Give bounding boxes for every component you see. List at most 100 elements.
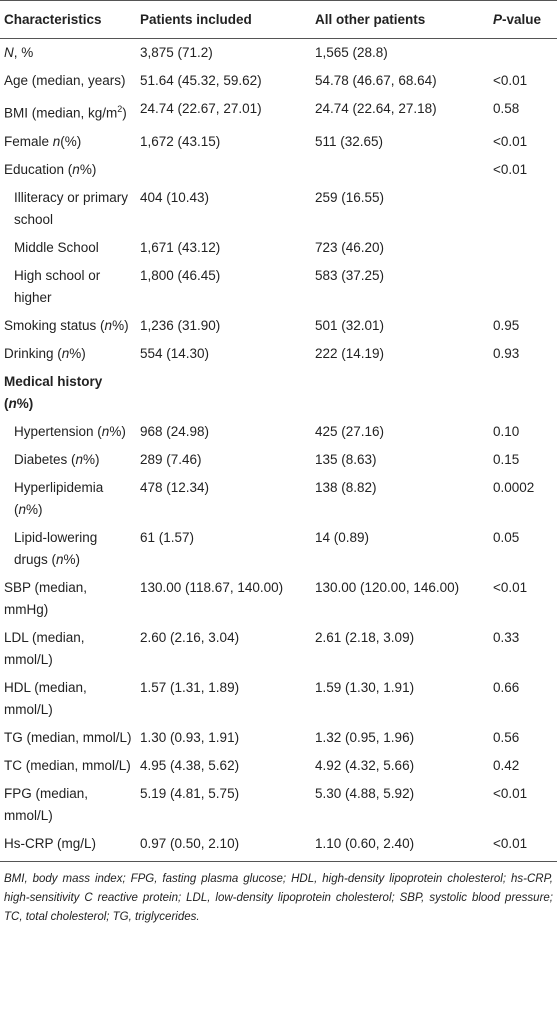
- text: Drinking (: [4, 345, 62, 361]
- row-label: SBP (median, mmHg): [0, 574, 136, 624]
- cell-included: 1,800 (46.45): [140, 267, 221, 283]
- cell-included: 3,875 (71.2): [140, 45, 213, 60]
- table-row: FPG (median, mmol/L) 5.19 (4.81, 5.75) 5.3…: [0, 780, 557, 830]
- cell-included: [136, 368, 311, 418]
- table-body: N, % 3,875 (71.2) 1,565 (28.8) Age (median,…: [0, 39, 557, 862]
- cell-p: <0.01: [493, 73, 528, 88]
- text: %): [83, 451, 100, 467]
- cell-other: 723 (46.20): [315, 239, 385, 255]
- table-row: N, % 3,875 (71.2) 1,565 (28.8): [0, 39, 557, 68]
- cell-other: 222 (14.19): [315, 345, 385, 361]
- cell-included: 1.30 (0.93, 1.91): [140, 729, 240, 745]
- table-row: Diabetes (n%) 289 (7.46) 135 (8.63) 0.15: [0, 446, 557, 474]
- text: Diabetes (: [14, 451, 76, 467]
- cell-p: <0.01: [493, 579, 528, 595]
- row-label: TC (median, mmol/L): [0, 752, 136, 780]
- row-label: BMI (median, kg/m2): [0, 95, 136, 128]
- row-label: Medical history (n%): [0, 368, 136, 418]
- text: Age (median, years): [4, 73, 126, 88]
- text: SBP (median, mmHg): [4, 579, 88, 617]
- table-row: Hs-CRP (mg/L) 0.97 (0.50, 2.10) 1.10 (0.60…: [0, 829, 557, 862]
- text: HDL (median, mmol/L): [4, 679, 87, 717]
- footnote: BMI, body mass index; FPG, fasting plasm…: [4, 872, 553, 923]
- row-label: Smoking status (n%): [0, 312, 136, 340]
- text: Hypertension (: [14, 423, 102, 439]
- row-label: HDL (median, mmol/L): [0, 674, 136, 724]
- table-row: Age (median, years) 51.64 (45.32, 59.62) 5…: [0, 67, 557, 95]
- row-label: Drinking (n%): [0, 340, 136, 368]
- cell-p: [489, 39, 557, 68]
- table-row: TG (median, mmol/L) 1.30 (0.93, 1.91) 1.32…: [0, 724, 557, 752]
- cell-other: 138 (8.82): [315, 479, 377, 495]
- superscript: 2: [117, 104, 123, 114]
- text: Hs-CRP (mg/L): [4, 835, 97, 851]
- header-cell: All other patients: [311, 0, 489, 39]
- italic-text: P: [493, 12, 503, 27]
- cell-p: <0.01: [493, 133, 528, 149]
- table-row: BMI (median, kg/m2) 24.74 (22.67, 27.01) 2…: [0, 95, 557, 128]
- cell-other: 501 (32.01): [315, 317, 385, 333]
- text: TC (median, mmol/L): [4, 757, 131, 773]
- cell-p: 0.66: [493, 679, 520, 695]
- cell-included: 51.64 (45.32, 59.62): [140, 73, 262, 88]
- cell-included: 968 (24.98): [140, 423, 210, 439]
- cell-other: 5.30 (4.88, 5.92): [315, 785, 415, 801]
- text: LDL (median, mmol/L): [4, 629, 85, 667]
- cell-included: 5.19 (4.81, 5.75): [140, 785, 240, 801]
- text: TG (median, mmol/L): [4, 729, 132, 745]
- cell-p: [489, 184, 557, 234]
- table-row: Smoking status (n%) 1,236 (31.90) 501 (32.…: [0, 312, 557, 340]
- italic-text: n: [61, 345, 70, 361]
- cell-p: 0.33: [493, 629, 520, 645]
- cell-included: [136, 156, 311, 184]
- text: Education (: [4, 161, 73, 177]
- italic-text: n: [72, 161, 80, 177]
- cell-p: 0.05: [493, 529, 520, 545]
- table-row: Hyperlipidemia (n%) 478 (12.34) 138 (8.82)…: [0, 474, 557, 524]
- text: Medical history (: [4, 373, 103, 411]
- table-row: LDL (median, mmol/L) 2.60 (2.16, 3.04) 2.6…: [0, 624, 557, 674]
- italic-text: n: [101, 423, 110, 439]
- italic-text: N: [4, 45, 14, 60]
- header-cell: Characteristics: [0, 0, 136, 39]
- text: FPG (median, mmol/L): [4, 785, 89, 823]
- cell-p: 0.42: [493, 757, 520, 773]
- cell-p: <0.01: [493, 785, 528, 801]
- cell-other: 14 (0.89): [315, 529, 370, 545]
- table-row: Middle School 1,671 (43.12) 723 (46.20): [0, 234, 557, 262]
- cell-other: 135 (8.63): [315, 451, 377, 467]
- row-label: Illiteracy or primary school: [0, 184, 136, 234]
- row-label: N, %: [0, 39, 136, 68]
- table-row: High school or higher 1,800 (46.45) 583 (3…: [0, 262, 557, 312]
- text: Lipid-lowering drugs (: [14, 529, 98, 567]
- text: BMI (median, kg/m: [4, 105, 118, 121]
- italic-text: n: [52, 133, 61, 149]
- row-label: Hs-CRP (mg/L): [0, 829, 136, 862]
- text: Smoking status (: [4, 317, 105, 333]
- cell-included: 24.74 (22.67, 27.01): [140, 101, 262, 116]
- cell-included: 1.57 (1.31, 1.89): [140, 679, 240, 695]
- text: ): [122, 105, 127, 121]
- cell-other: 130.00 (120.00, 146.00): [315, 579, 460, 595]
- cell-other: 1.59 (1.30, 1.91): [315, 679, 415, 695]
- cell-included: 478 (12.34): [140, 479, 210, 495]
- text: (%): [60, 133, 82, 149]
- cell-other: 425 (27.16): [315, 423, 385, 439]
- cell-p: 0.93: [493, 345, 520, 361]
- row-label: TG (median, mmol/L): [0, 724, 136, 752]
- header-cell: Patients included: [136, 0, 311, 39]
- cell-other: 1.10 (0.60, 2.40): [311, 829, 489, 862]
- cell-other: [311, 156, 489, 184]
- cell-included: 2.60 (2.16, 3.04): [140, 629, 240, 645]
- table-row: Drinking (n%) 554 (14.30) 222 (14.19) 0.93: [0, 340, 557, 368]
- data-table: Characteristics Patients included All othe…: [0, 0, 557, 862]
- cell-other: 54.78 (46.67, 68.64): [315, 73, 437, 88]
- row-label: Education (n%): [0, 156, 136, 184]
- row-label: Hyperlipidemia (n%): [0, 474, 136, 524]
- row-label: FPG (median, mmol/L): [0, 780, 136, 830]
- text: %): [26, 501, 43, 517]
- cell-included: 0.97 (0.50, 2.10): [136, 829, 311, 862]
- row-label: Age (median, years): [0, 67, 136, 95]
- cell-p: [489, 368, 557, 418]
